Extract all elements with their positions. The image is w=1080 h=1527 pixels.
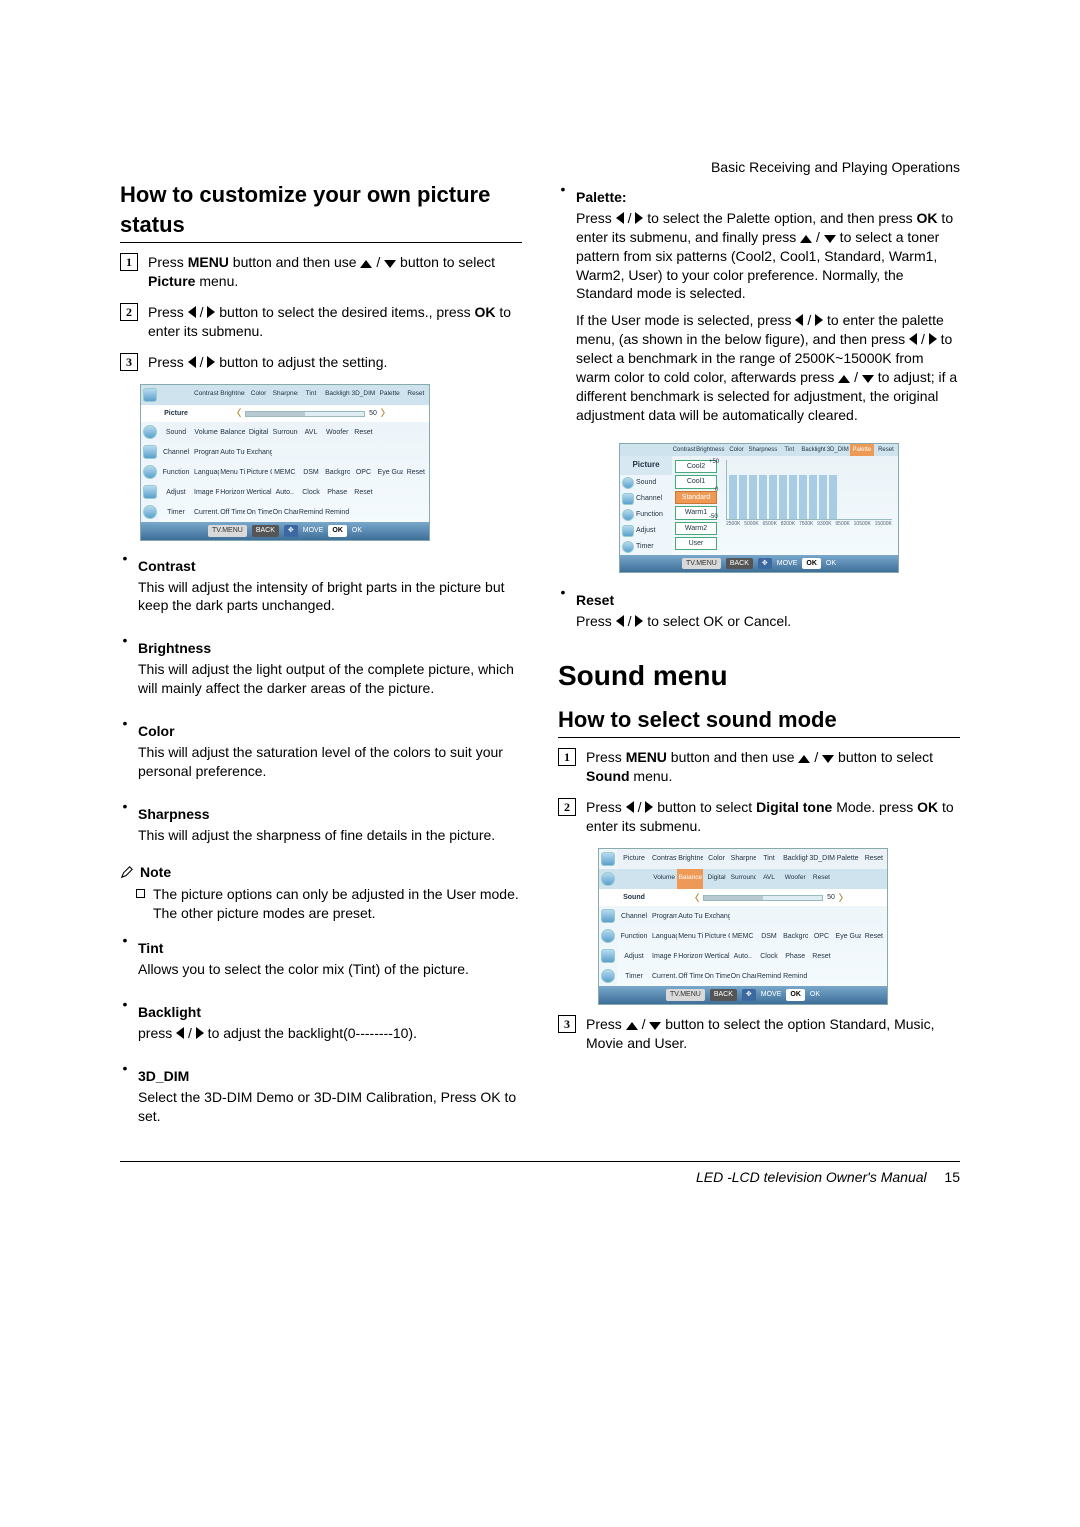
- step-number-icon: 2: [558, 798, 576, 816]
- palette-osd-figure: ContrastBrightnessColorSharpnessTintBack…: [619, 443, 899, 573]
- note-label: Note: [120, 863, 522, 882]
- right-icon: [815, 314, 823, 326]
- down-icon: [824, 235, 836, 243]
- step-number-icon: 1: [120, 253, 138, 271]
- palette-heading: Palette:: [576, 188, 960, 207]
- up-icon: [626, 1022, 638, 1030]
- right-column: • Palette: Press / to select the Palette…: [558, 180, 960, 1137]
- left-icon: [909, 333, 917, 345]
- pencil-icon: [120, 865, 134, 879]
- picture-osd-figure: ContrastBrightnessColorSharpnessTintBack…: [140, 384, 430, 541]
- sound-step-1: 1 Press MENU button and then use / butto…: [558, 748, 960, 786]
- up-icon: [800, 235, 812, 243]
- sound-step-2: 2 Press / button to select Digital tone …: [558, 798, 960, 836]
- reset-heading: Reset: [576, 591, 960, 610]
- sharpness-heading: Sharpness: [138, 805, 522, 824]
- right-icon: [196, 1027, 204, 1039]
- step-number-icon: 3: [120, 353, 138, 371]
- left-icon: [188, 356, 196, 368]
- brightness-heading: Brightness: [138, 639, 522, 658]
- left-icon: [176, 1027, 184, 1039]
- note-text: The picture options can only be adjusted…: [136, 885, 522, 923]
- sound-step-3: 3 Press / button to select the option St…: [558, 1015, 960, 1053]
- down-icon: [384, 260, 396, 268]
- down-icon: [649, 1022, 661, 1030]
- sound-menu-heading: Sound menu: [558, 657, 960, 695]
- page-footer: LED -LCD television Owner's Manual 15: [120, 1161, 960, 1187]
- step-1: 1 Press MENU button and then use / butto…: [120, 253, 522, 291]
- left-column: How to customize your own picture status…: [120, 180, 522, 1137]
- up-icon: [838, 375, 850, 383]
- contrast-heading: Contrast: [138, 557, 522, 576]
- sound-mode-heading: How to select sound mode: [558, 705, 960, 739]
- step-number-icon: 1: [558, 748, 576, 766]
- left-icon: [616, 212, 624, 224]
- left-icon: [795, 314, 803, 326]
- right-icon: [929, 333, 937, 345]
- step-2: 2 Press / button to select the desired i…: [120, 303, 522, 341]
- step-number-icon: 3: [558, 1015, 576, 1033]
- color-heading: Color: [138, 722, 522, 741]
- up-icon: [798, 755, 810, 763]
- backlight-heading: Backlight: [138, 1003, 522, 1022]
- up-icon: [360, 260, 372, 268]
- sound-osd-figure: Picture ContrastBrightnessColorSharpness…: [598, 848, 888, 1005]
- tint-heading: Tint: [138, 939, 522, 958]
- left-icon: [616, 615, 624, 627]
- step-number-icon: 2: [120, 303, 138, 321]
- down-icon: [862, 375, 874, 383]
- 3ddim-heading: 3D_DIM: [138, 1067, 522, 1086]
- picture-section-heading: How to customize your own picture status: [120, 180, 522, 243]
- left-icon: [188, 306, 196, 318]
- down-icon: [822, 755, 834, 763]
- step-3: 3 Press / button to adjust the setting.: [120, 353, 522, 372]
- chapter-title: Basic Receiving and Playing Operations: [711, 158, 960, 177]
- left-icon: [626, 801, 634, 813]
